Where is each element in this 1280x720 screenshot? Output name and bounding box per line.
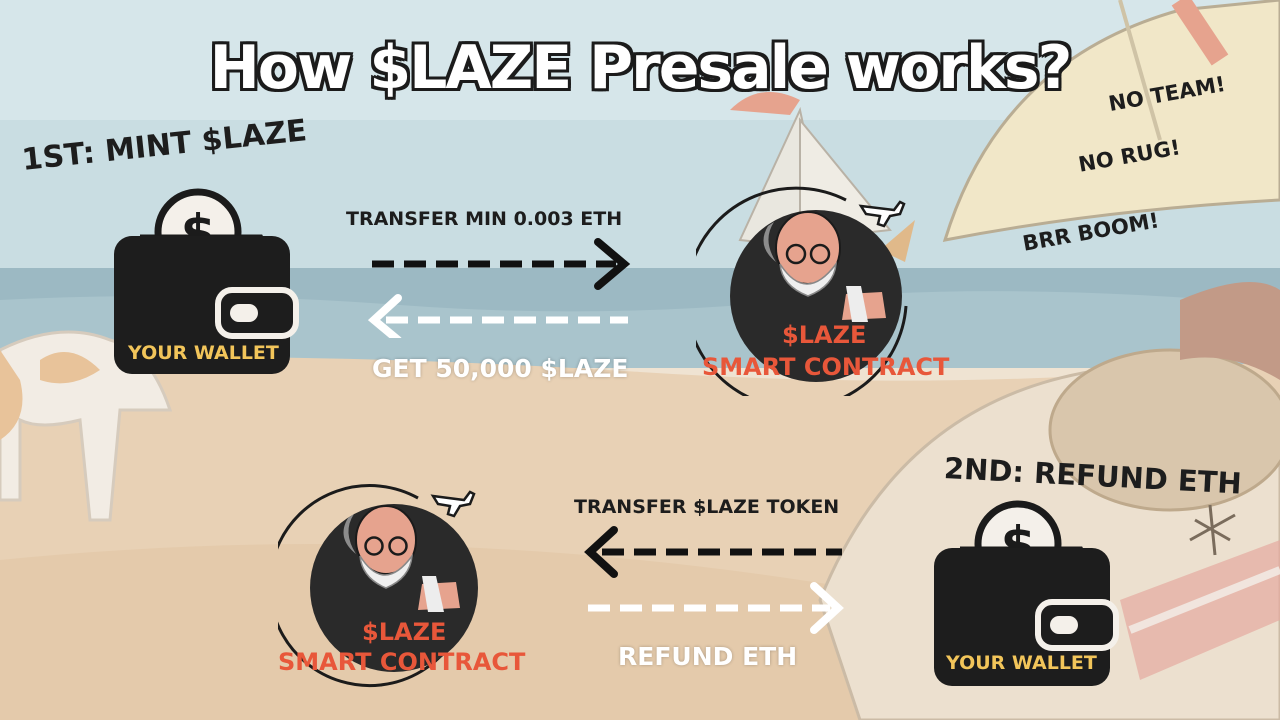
arrow-group-step2 bbox=[584, 526, 844, 634]
contract-label-step2: SMART CONTRACT bbox=[278, 648, 526, 676]
receive-label-step1: GET 50,000 $LAZE bbox=[372, 354, 629, 383]
character-avatar-icon bbox=[763, 211, 886, 322]
arrow-left-icon bbox=[367, 294, 628, 338]
receive-label-step2: REFUND ETH bbox=[618, 642, 798, 671]
arrow-group-step1 bbox=[367, 238, 631, 338]
airplane-icon bbox=[430, 490, 476, 518]
contract-name-step2: $LAZE bbox=[362, 618, 447, 646]
airplane-icon bbox=[858, 200, 906, 228]
arrow-right-icon bbox=[372, 238, 631, 290]
contract-name-step1: $LAZE bbox=[782, 321, 867, 349]
wallet-icon: $ bbox=[114, 188, 299, 374]
wallet-label-step2: YOUR WALLET bbox=[946, 652, 1097, 674]
wallet-label-step1: YOUR WALLET bbox=[128, 342, 279, 364]
character-avatar-icon bbox=[343, 505, 460, 612]
wallet-icon: $ bbox=[934, 500, 1119, 686]
smart-contract-icon-step2 bbox=[278, 484, 478, 688]
smart-contract-icon-step1 bbox=[696, 186, 908, 396]
arrow-left-icon bbox=[584, 526, 842, 578]
transfer-label-step1: TRANSFER MIN 0.003 ETH bbox=[346, 208, 623, 230]
transfer-label-step2: TRANSFER $LAZE TOKEN bbox=[574, 496, 840, 518]
page-title: How $LAZE Presale works? bbox=[209, 33, 1073, 103]
arrow-right-icon bbox=[588, 582, 844, 634]
contract-label-step1: SMART CONTRACT bbox=[702, 353, 950, 381]
